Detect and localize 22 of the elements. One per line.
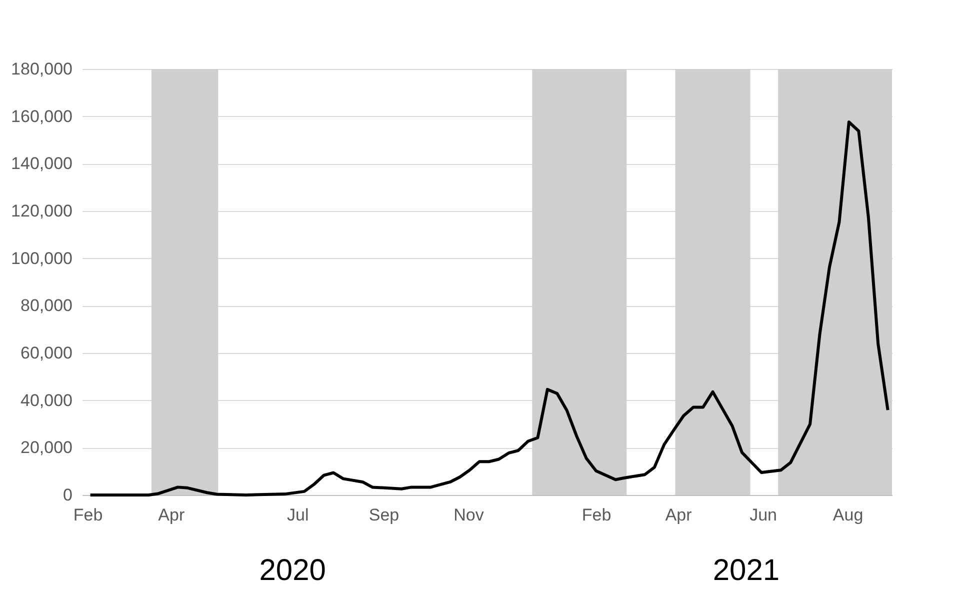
y-tick-label: 40,000 [20,390,72,410]
x-tick-label: Feb [73,506,103,524]
x-tick-label: Jul [286,506,309,524]
y-tick-label: 20,000 [20,438,72,458]
y-tick-label: 0 [63,486,72,504]
x-tick-label: Apr [158,506,185,524]
y-tick-label: 180,000 [11,60,72,78]
y-tick-label: 80,000 [20,296,72,316]
text: 2021 [712,554,780,587]
y-tick-label: 160,000 [11,106,72,126]
x-tick-label: Feb [582,506,612,524]
x-tick-label: Apr [665,506,692,524]
x-tick-label: Sep [368,506,400,524]
x-tick-label: Jun [750,506,777,524]
y-tick-label: 120,000 [11,202,72,220]
x-tick-label: Nov [454,506,484,524]
x-tick-label: Aug [832,506,864,524]
y-tick-label: 60,000 [20,344,72,362]
text: 2020 [259,554,326,587]
y-tick-label: 100,000 [11,248,72,268]
y-tick-label: 140,000 [11,154,72,174]
line-series [88,120,890,496]
